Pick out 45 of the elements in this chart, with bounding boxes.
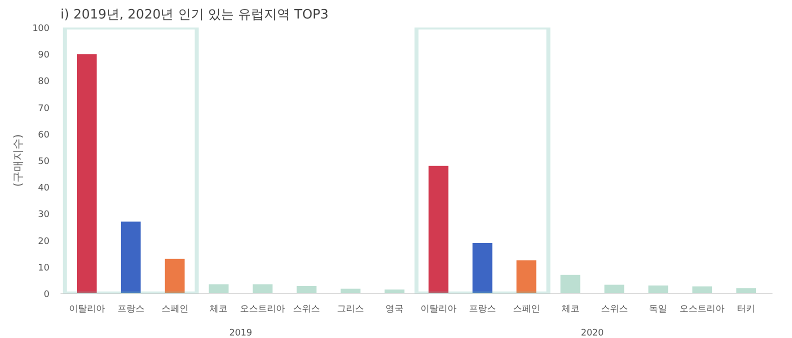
x-tick-label: 체코 — [561, 304, 580, 314]
x-tick-label: 독일 — [649, 304, 668, 314]
y-tick-label: 60 — [38, 130, 50, 140]
bar — [604, 284, 624, 294]
x-tick-label: 이탈리아 — [420, 304, 456, 314]
y-tick-label: 80 — [38, 77, 50, 88]
x-tick-label: 스위스 — [600, 304, 628, 314]
x-tick-label: 영국 — [386, 304, 404, 314]
y-tick-label: 0 — [44, 290, 50, 300]
bar — [648, 286, 668, 294]
y-tick-label: 70 — [38, 104, 50, 114]
x-tick-label: 프랑스 — [117, 304, 144, 314]
x-tick-label: 그리스 — [337, 304, 364, 314]
x-tick-label: 스페인 — [161, 304, 188, 314]
x-tick-label: 이탈리아 — [68, 304, 105, 314]
bar — [736, 288, 756, 294]
x-tick-label: 체코 — [210, 304, 228, 314]
x-tick-label: 스페인 — [512, 304, 540, 314]
y-tick-label: 20 — [38, 236, 50, 247]
bar — [76, 54, 97, 294]
x-tick-label: 오스트리아 — [240, 304, 286, 314]
text: 2019 — [229, 328, 252, 338]
bar — [208, 284, 229, 294]
y-tick-label: 100 — [32, 24, 50, 34]
bar — [164, 258, 185, 294]
text: 2020 — [580, 328, 604, 338]
chart-title: i) 2019년, 2020년 인기 있는 유럽지역 TOP3 — [60, 8, 329, 22]
x-tick-label: 터키 — [737, 304, 756, 314]
bar — [560, 274, 580, 294]
x-tick-label: 스위스 — [293, 304, 320, 314]
bar — [516, 260, 536, 294]
y-tick-label: 40 — [38, 184, 50, 194]
y-tick-label: 10 — [38, 263, 50, 274]
bar — [252, 284, 273, 294]
y-tick-label: 30 — [38, 210, 50, 220]
y-axis-title: (구매지수) — [11, 134, 24, 187]
y-tick-label: 90 — [38, 50, 50, 61]
x-tick-label: 오스트리아 — [680, 304, 725, 314]
x-tick-label: 프랑스 — [468, 304, 496, 314]
y-tick-label: 50 — [38, 157, 50, 167]
bar — [472, 242, 492, 294]
bar — [428, 166, 448, 294]
bar — [120, 222, 141, 294]
bar — [296, 286, 317, 294]
bar — [340, 288, 360, 294]
